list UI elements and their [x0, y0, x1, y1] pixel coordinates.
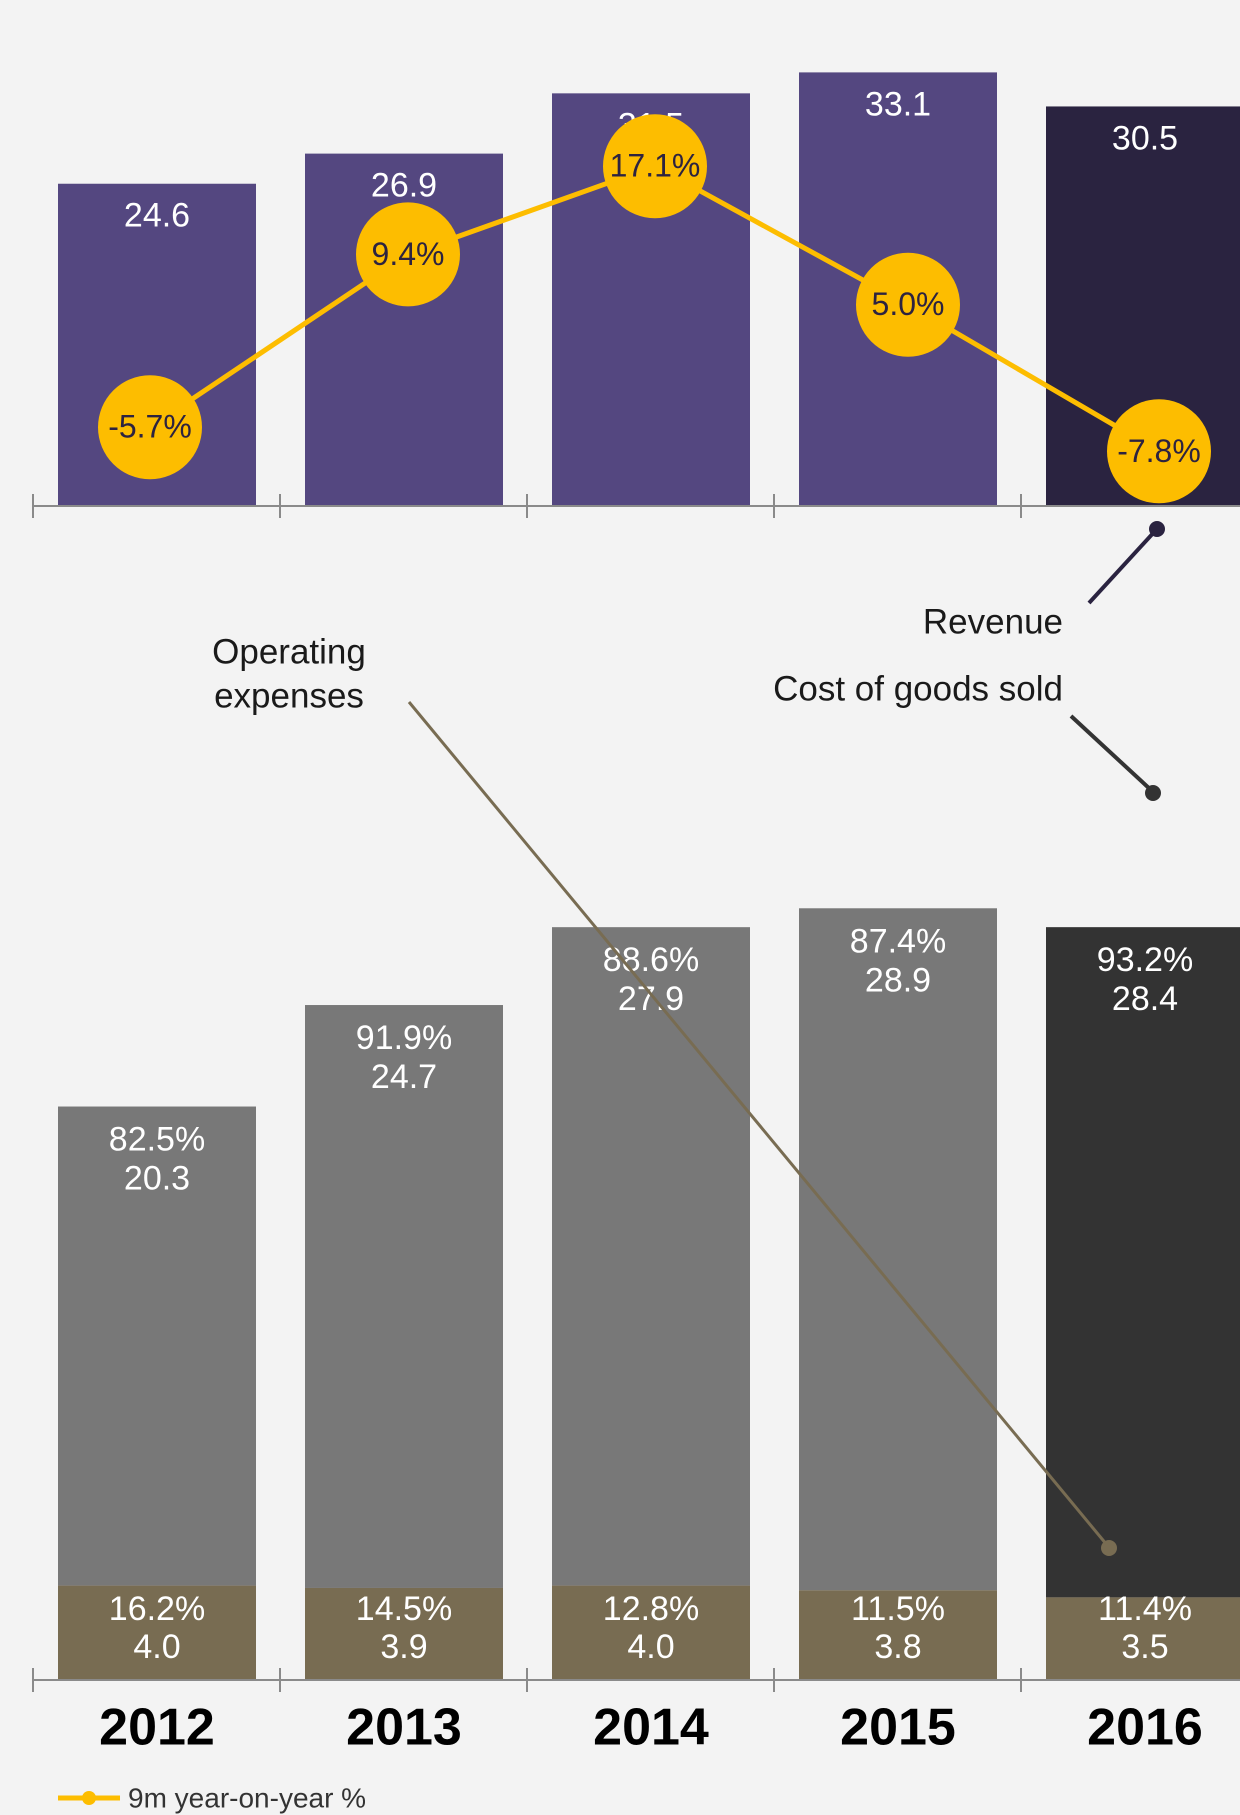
cogs-value-label-2015: 28.9: [865, 961, 931, 999]
cogs-share-label-2015: 87.4%: [850, 922, 946, 960]
opex-value-label-2014: 4.0: [627, 1628, 674, 1666]
opex-value-label-2015: 3.8: [874, 1628, 921, 1666]
opex-leader-dot: [1101, 1540, 1117, 1556]
cogs-bar-2015: [799, 908, 997, 1591]
yoy-value-label-2014: 17.1%: [610, 148, 701, 184]
opex-bar-2015: [799, 1590, 997, 1680]
revenue-value-label-2015: 33.1: [865, 85, 931, 123]
opex-share-label-2015: 11.5%: [851, 1590, 945, 1628]
opex-annotation-line-1: Operating: [212, 632, 366, 671]
revenue-leader-line: [1087, 528, 1158, 605]
yoy-value-label-2016: -7.8%: [1117, 433, 1201, 469]
cogs-share-label-2014: 88.6%: [603, 941, 699, 979]
year-label-2015: 2015: [840, 1699, 956, 1757]
cogs-share-label-2012: 82.5%: [109, 1121, 205, 1159]
cogs-bar-2014: [552, 927, 750, 1586]
year-label-2016: 2016: [1087, 1699, 1203, 1757]
cogs-annotation: Cost of goods sold: [773, 669, 1063, 708]
cogs-value-label-2016: 28.4: [1112, 980, 1178, 1018]
opex-share-label-2014: 12.8%: [603, 1590, 699, 1628]
cogs-leader-line: [1069, 714, 1153, 792]
yoy-point-2013: [356, 202, 460, 307]
revenue-value-label-2016: 30.5: [1112, 119, 1178, 157]
revenue-value-label-2013: 26.9: [371, 167, 437, 205]
yoy-point-2015: [856, 252, 960, 357]
revenue-value-label-2012: 24.6: [124, 197, 190, 235]
opex-bar-2012: [58, 1585, 256, 1680]
legend-label: 9m year-on-year %: [128, 1782, 366, 1813]
opex-bar-2016: [1046, 1597, 1240, 1680]
yoy-value-label-2015: 5.0%: [872, 286, 945, 322]
cogs-bar-2013: [305, 1005, 503, 1588]
year-label-2013: 2013: [346, 1699, 462, 1757]
yoy-value-label-2013: 9.4%: [372, 236, 445, 272]
cogs-value-label-2014: 27.9: [618, 980, 684, 1018]
yoy-point-2014: [603, 114, 707, 219]
cogs-value-label-2012: 20.3: [124, 1160, 190, 1198]
opex-value-label-2012: 4.0: [133, 1628, 180, 1666]
opex-value-label-2016: 3.5: [1121, 1628, 1168, 1666]
cogs-share-label-2016: 93.2%: [1097, 941, 1193, 979]
revenue-leader-dot: [1149, 521, 1165, 537]
revenue-annotation: Revenue: [923, 602, 1063, 641]
yoy-value-label-2012: -5.7%: [108, 409, 192, 445]
cogs-bar-2016: [1046, 927, 1240, 1598]
opex-bar-2013: [305, 1587, 503, 1680]
opex-leader-line: [407, 701, 1109, 1546]
year-label-2014: 2014: [593, 1699, 709, 1757]
opex-value-label-2013: 3.9: [380, 1628, 427, 1666]
cogs-bar-2012: [58, 1106, 256, 1586]
opex-share-label-2013: 14.5%: [356, 1590, 452, 1628]
cogs-share-label-2013: 91.9%: [356, 1019, 452, 1057]
opex-bar-2014: [552, 1585, 750, 1680]
cogs-leader-dot: [1145, 785, 1161, 801]
cogs-value-label-2013: 24.7: [371, 1058, 437, 1096]
year-label-2012: 2012: [99, 1699, 215, 1757]
yoy-point-2016: [1107, 399, 1211, 504]
yoy-point-2012: [98, 375, 202, 480]
opex-annotation-line-2: expenses: [214, 676, 364, 715]
legend-dot-swatch: [82, 1791, 96, 1805]
opex-share-label-2016: 11.4%: [1098, 1590, 1192, 1628]
opex-share-label-2012: 16.2%: [109, 1590, 205, 1628]
